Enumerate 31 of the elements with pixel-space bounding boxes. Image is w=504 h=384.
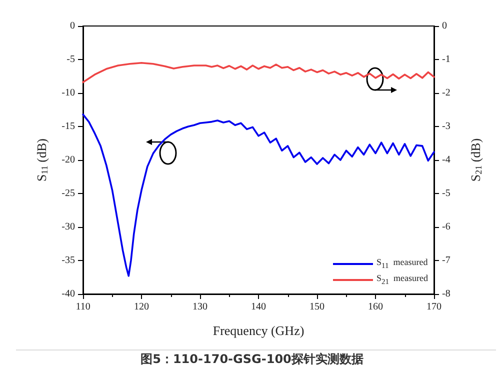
y-tick-label: -40 — [62, 288, 75, 300]
x-tick-label: 120 — [134, 302, 149, 312]
y2-tick-label: -6 — [442, 222, 450, 232]
x-tick-label: 150 — [310, 302, 324, 312]
y2-tick-label: -8 — [442, 288, 450, 300]
x-tick-label: 110 — [76, 302, 90, 312]
x-axis-title: Frequency (GHz) — [212, 323, 304, 338]
y2-tick-label: -5 — [442, 188, 450, 199]
y2-tick-label: -4 — [442, 154, 450, 166]
y-tick-label: -15 — [62, 121, 75, 132]
y-tick-label: -5 — [66, 54, 75, 65]
legend-label: S$_{21}$ measured — [376, 272, 428, 288]
x-tick-label: 170 — [426, 302, 442, 312]
y-axis-title: S11 (dB) — [34, 138, 50, 182]
caption: 图5：110-170-GSG-100探针实测数据 — [140, 352, 364, 366]
y2-tick-label: -3 — [442, 121, 450, 132]
y-tick-label: -35 — [62, 255, 75, 266]
x-tick-label: 130 — [192, 302, 208, 312]
y2-tick-label: -1 — [442, 54, 450, 65]
y2-tick-label: -7 — [442, 255, 450, 266]
y2-tick-label: 0 — [442, 20, 447, 32]
x-tick-label: 140 — [251, 302, 266, 312]
y2-tick-label: -2 — [442, 88, 450, 98]
y-tick-label: -30 — [62, 222, 75, 232]
y-tick-label: -10 — [62, 88, 75, 98]
x-tick-label: 160 — [368, 302, 383, 312]
y-tick-label: 0 — [70, 20, 75, 32]
y2-axis-title: S21 (dB) — [468, 138, 484, 182]
y-tick-label: -25 — [62, 188, 75, 199]
y-tick-label: -20 — [62, 154, 75, 166]
legend-label: S$_{11}$ measured — [376, 256, 428, 272]
